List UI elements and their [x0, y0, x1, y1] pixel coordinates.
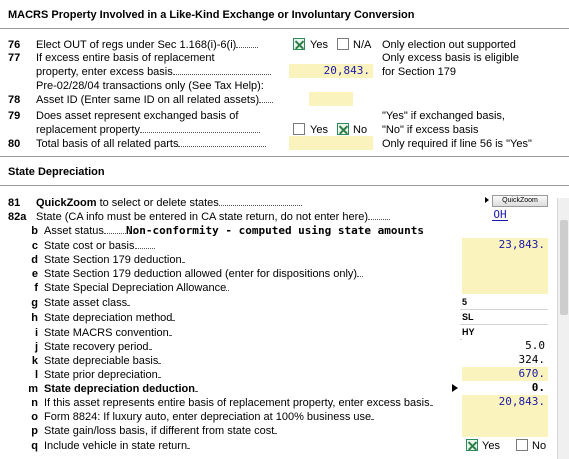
section-title-like-kind: MACRS Property Involved in a Like-Kind E… [8, 9, 415, 21]
state-depreciation-deduction-label: State depreciation deduction [44, 383, 197, 395]
pointer-arrow-icon [452, 384, 458, 392]
line-76-na-checkbox[interactable] [337, 38, 349, 50]
line-76-label: Elect OUT of regs under Sec 1.168(i)-6(i… [36, 39, 259, 51]
section-divider [0, 28, 569, 29]
line-80-total-basis-field[interactable] [289, 136, 373, 150]
line-letter-n: n [31, 397, 38, 409]
state-dep-method-label: State depreciation method [44, 312, 175, 324]
state-asset-class-value[interactable]: 5 [462, 297, 468, 307]
quickzoom-arrow-icon [485, 197, 489, 203]
line-number-80: 80 [8, 138, 21, 150]
line-79-no-checkbox[interactable] [337, 123, 349, 135]
row-separator [460, 324, 548, 325]
state-dep-method-value[interactable]: SL [462, 312, 474, 322]
scrollbar-thumb[interactable] [560, 220, 568, 315]
line-number-76: 76 [8, 39, 21, 51]
state-gain-loss-basis-label: State gain/loss basis, if different from… [44, 425, 277, 437]
state-179-allowed-field[interactable] [462, 266, 548, 280]
line-77-note-2: for Section 179 [382, 66, 456, 78]
line-letter-q: q [31, 440, 38, 452]
line-letter-l: l [34, 369, 38, 381]
state-prior-depreciation-label: State prior depreciation [44, 369, 160, 381]
line-82a-label: State (CA info must be entered in CA sta… [36, 211, 391, 223]
line-number-82a: 82a [8, 211, 27, 223]
include-vehicle-yes-checkbox[interactable] [466, 439, 478, 451]
state-excess-basis-field[interactable]: 20,843. [462, 395, 548, 409]
line-number-77: 77 [8, 52, 21, 64]
line-letter-m: m [28, 383, 38, 395]
state-recovery-period-value[interactable]: 5.0 [462, 339, 548, 353]
line-77-note-1: Only excess basis is eligible [382, 52, 519, 64]
state-macrs-convention-label: State MACRS convention [44, 327, 171, 339]
include-vehicle-yes-label: Yes [482, 440, 500, 452]
line-79-yes-label: Yes [310, 124, 328, 136]
line-letter-k: k [31, 355, 38, 367]
section-divider [0, 156, 569, 157]
line-81-label: QuickZoom to select or delete states [36, 197, 302, 209]
section-title-state-depreciation: State Depreciation [8, 166, 105, 178]
form-8824-luxury-auto-label: Form 8824: If luxury auto, enter depreci… [44, 411, 374, 423]
line-76-yes-checkbox[interactable] [293, 38, 305, 50]
state-depreciable-basis-label: State depreciable basis [44, 355, 161, 367]
state-cost-label: State cost or basis [44, 240, 155, 252]
state-excess-basis-label: If this asset represents entire basis of… [44, 397, 432, 409]
line-letter-j: j [34, 341, 38, 353]
line-79-label-2: replacement property [36, 124, 260, 136]
line-78-asset-id-field[interactable] [309, 92, 353, 106]
line-number-79: 79 [8, 110, 21, 122]
line-number-78: 78 [8, 94, 21, 106]
line-letter-c: c [31, 240, 38, 252]
section-divider [0, 185, 569, 186]
line-80-label: Total basis of all related parts [36, 138, 267, 150]
quickzoom-button[interactable]: QuickZoom [492, 195, 548, 207]
line-77-label-1: If excess entire basis of replacement [36, 52, 215, 64]
state-macrs-convention-value[interactable]: HY [462, 327, 475, 337]
line-letter-b: b [31, 225, 38, 237]
line-letter-f: f [34, 282, 38, 294]
line-letter-d: d [31, 254, 38, 266]
line-letter-e: e [31, 268, 38, 280]
pre-2004-heading: Pre-02/28/04 transactions only (See Tax … [36, 80, 264, 92]
state-asset-class-label: State asset class [44, 297, 130, 309]
state-179-label: State Section 179 deduction [44, 254, 184, 266]
row-separator [460, 309, 548, 310]
state-special-allowance-field[interactable] [462, 280, 548, 294]
vertical-scrollbar[interactable] [557, 198, 569, 459]
line-letter-h: h [31, 312, 38, 324]
asset-status-value: Non-conformity - computed using state am… [126, 224, 425, 237]
include-vehicle-no-checkbox[interactable] [516, 439, 528, 451]
state-179-field[interactable] [462, 252, 548, 266]
line-79-yes-checkbox[interactable] [293, 123, 305, 135]
line-79-note-2: "No" if excess basis [382, 124, 479, 136]
state-gain-loss-basis-field[interactable] [462, 423, 548, 437]
line-letter-i: i [34, 327, 38, 339]
line-79-no-label: No [353, 124, 368, 136]
line-76-na-label: N/A [353, 39, 372, 51]
include-vehicle-label: Include vehicle in state return [44, 440, 190, 452]
line-77-excess-basis-field[interactable]: 20,843. [289, 64, 373, 78]
line-letter-p: p [31, 425, 38, 437]
line-78-label: Asset ID (Enter same ID on all related a… [36, 94, 274, 106]
form-8824-luxury-auto-field[interactable] [462, 409, 548, 423]
include-vehicle-no-label: No [532, 440, 547, 452]
state-special-allowance-label: State Special Depreciation Allowance [44, 282, 230, 294]
state-prior-depreciation-field[interactable]: 670. [462, 367, 548, 381]
state-depreciable-basis-value[interactable]: 324. [462, 353, 548, 367]
line-letter-g: g [31, 297, 38, 309]
state-recovery-period-label: State recovery period [44, 341, 151, 353]
state-select-field[interactable]: OH [492, 208, 508, 221]
line-79-note-1: "Yes" if exchanged basis, [382, 110, 505, 122]
line-79-label-1: Does asset represent exchanged basis of [36, 110, 239, 122]
line-number-81: 81 [8, 197, 21, 209]
line-80-note: Only required if line 56 is "Yes" [382, 138, 532, 150]
state-179-allowed-label: State Section 179 deduction allowed (ent… [44, 268, 364, 280]
line-76-note: Only election out supported [382, 39, 516, 51]
asset-status-label: Asset status [44, 225, 134, 237]
state-depreciation-deduction-value[interactable]: 0. [462, 381, 548, 395]
line-76-yes-label: Yes [310, 39, 328, 51]
state-cost-field[interactable]: 23,843. [462, 238, 548, 252]
line-letter-o: o [31, 411, 38, 423]
line-77-label-2: property, enter excess basis [36, 66, 271, 78]
